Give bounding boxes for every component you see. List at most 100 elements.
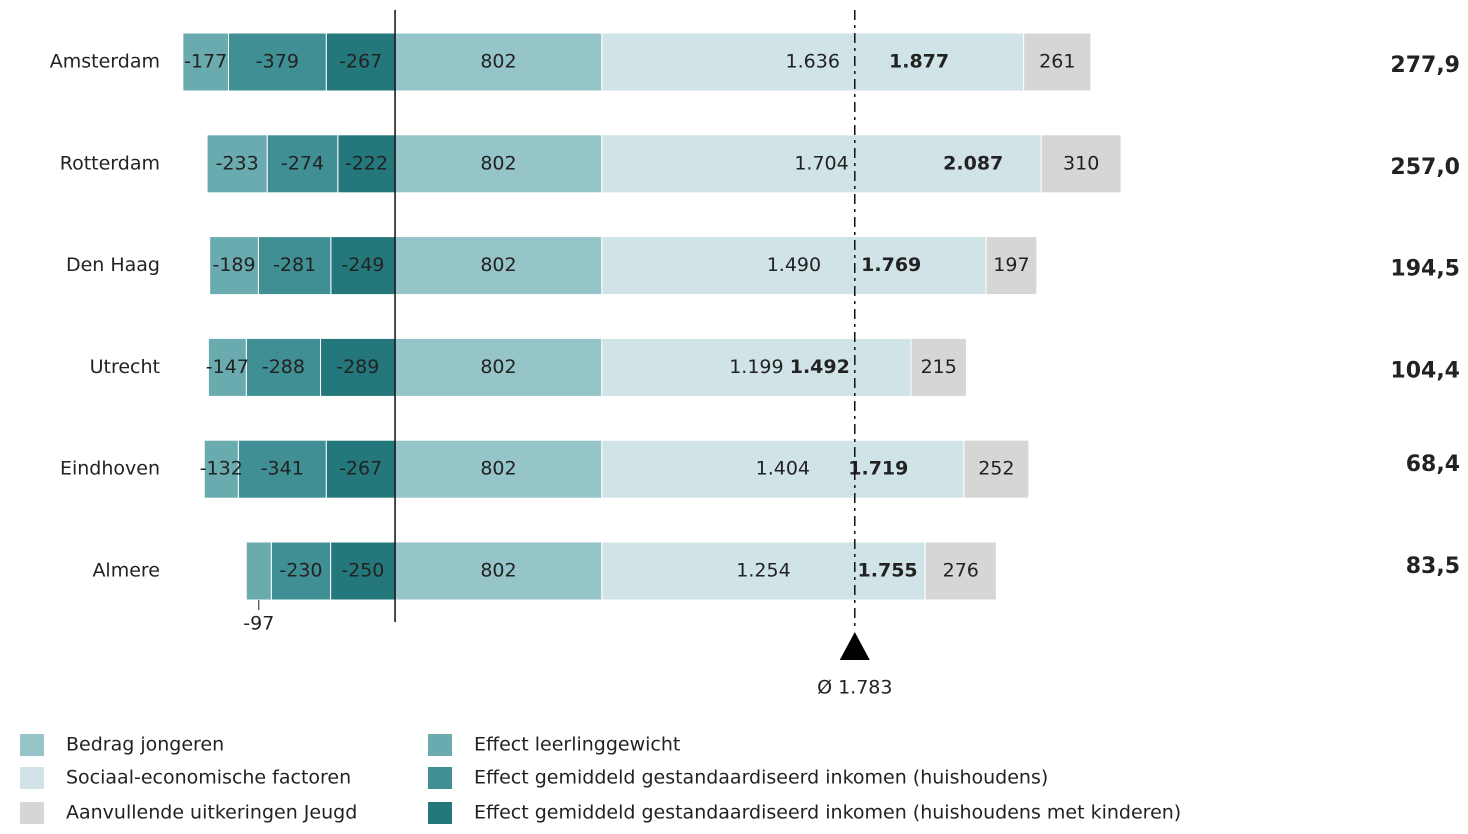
extra-value-label: 194,5	[1390, 257, 1460, 282]
segment-label: -267	[339, 458, 382, 480]
bar-segment	[601, 32, 1025, 92]
segment-label: -281	[273, 254, 316, 276]
segment-label: -250	[341, 560, 384, 582]
bar-segment	[320, 337, 396, 397]
segment-label: -177	[184, 51, 227, 73]
bar-segment	[182, 32, 229, 92]
segment-label: 802	[480, 356, 516, 378]
legend-label: Effect leerlinggewicht	[474, 734, 680, 756]
bar-segment	[203, 439, 239, 499]
segment-label: 1.636	[786, 51, 840, 73]
total-label: 2.087	[943, 152, 1003, 174]
legend-swatch	[428, 734, 452, 756]
bar-segment	[266, 134, 339, 194]
bar-segment	[601, 236, 987, 296]
segment-label: 802	[480, 254, 516, 276]
segment-label: -222	[345, 152, 388, 174]
segment-label: 261	[1039, 51, 1075, 73]
segment-label: -249	[341, 254, 384, 276]
bar-segment	[245, 337, 322, 397]
bar-segment	[337, 134, 396, 194]
extra-value-label: 83,5	[1406, 554, 1460, 579]
legend-swatch	[428, 767, 452, 789]
average-label: Ø 1.783	[817, 677, 892, 699]
segment-label: -230	[279, 560, 322, 582]
legend-swatch	[428, 802, 452, 824]
segment-label: -189	[212, 254, 255, 276]
bar-segment	[330, 541, 396, 601]
category-label: Den Haag	[66, 254, 160, 276]
bar-segment	[394, 236, 603, 296]
bar-segment	[601, 337, 912, 397]
bar-segment	[206, 134, 268, 194]
segment-label: -379	[256, 51, 299, 73]
segment-label: 1.704	[794, 152, 848, 174]
segment-label: -97	[243, 613, 274, 635]
bar-segment	[394, 337, 603, 397]
bar-segment	[1040, 134, 1122, 194]
segment-label: 802	[480, 560, 516, 582]
segment-label: -267	[339, 51, 382, 73]
category-label: Almere	[92, 560, 160, 582]
extra-value-label: 68,4	[1406, 452, 1460, 477]
average-marker	[839, 632, 870, 660]
segment-label: 310	[1063, 152, 1099, 174]
segment-label: -274	[281, 152, 324, 174]
bar-segment	[325, 32, 396, 92]
segment-label: -288	[262, 356, 305, 378]
segment-label: 252	[978, 458, 1014, 480]
segment-label: 1.199	[729, 356, 783, 378]
total-label: 1.877	[889, 51, 949, 73]
bar-segment	[207, 337, 247, 397]
bar-segment	[963, 439, 1030, 499]
category-label: Utrecht	[90, 356, 160, 378]
total-label: 1.492	[790, 356, 850, 378]
bar-segment	[237, 439, 327, 499]
legend-label: Aanvullende uitkeringen Jeugd	[66, 802, 357, 824]
bar-segment	[1023, 32, 1092, 92]
legend-label: Sociaal-economische factoren	[66, 767, 351, 789]
segment-label: 1.404	[756, 458, 810, 480]
legend-label: Bedrag jongeren	[66, 734, 224, 756]
bar-segment	[601, 134, 1042, 194]
total-label: 1.755	[858, 560, 918, 582]
legend-swatch	[20, 734, 44, 756]
bar-segment	[245, 541, 272, 601]
segment-label: 215	[921, 356, 957, 378]
segment-label: 1.254	[736, 560, 790, 582]
legend-label: Effect gemiddeld gestandaardiseerd inkom…	[474, 802, 1181, 824]
segment-label: -132	[200, 458, 243, 480]
bar-segment	[394, 541, 603, 601]
segment-label: 802	[480, 152, 516, 174]
bar-segment	[394, 134, 603, 194]
category-label: Amsterdam	[50, 51, 160, 73]
category-label: Rotterdam	[60, 152, 160, 174]
bar-segment	[270, 541, 332, 601]
total-label: 1.719	[848, 458, 908, 480]
bar-segment	[910, 337, 967, 397]
category-label: Eindhoven	[60, 458, 160, 480]
segment-label: -147	[206, 356, 249, 378]
bar-segment	[227, 32, 327, 92]
bar-segment	[394, 439, 603, 499]
segment-label: -289	[336, 356, 379, 378]
segment-label: 197	[993, 254, 1029, 276]
extra-value-label: 104,4	[1390, 358, 1460, 383]
bar-segment	[209, 236, 259, 296]
total-label: 1.769	[861, 254, 921, 276]
bar-segment	[394, 32, 603, 92]
legend-swatch	[20, 802, 44, 824]
segment-label: 1.490	[767, 254, 821, 276]
legend-label: Effect gemiddeld gestandaardiseerd inkom…	[474, 767, 1048, 789]
segment-label: 802	[480, 458, 516, 480]
extra-value-label: 277,9	[1390, 53, 1460, 78]
legend-swatch	[20, 767, 44, 789]
extra-value-label: 257,0	[1390, 155, 1460, 180]
bar-segment	[325, 439, 396, 499]
segment-label: -233	[216, 152, 259, 174]
segment-label: 276	[943, 560, 979, 582]
bar-segment	[985, 236, 1038, 296]
segment-label: 802	[480, 51, 516, 73]
